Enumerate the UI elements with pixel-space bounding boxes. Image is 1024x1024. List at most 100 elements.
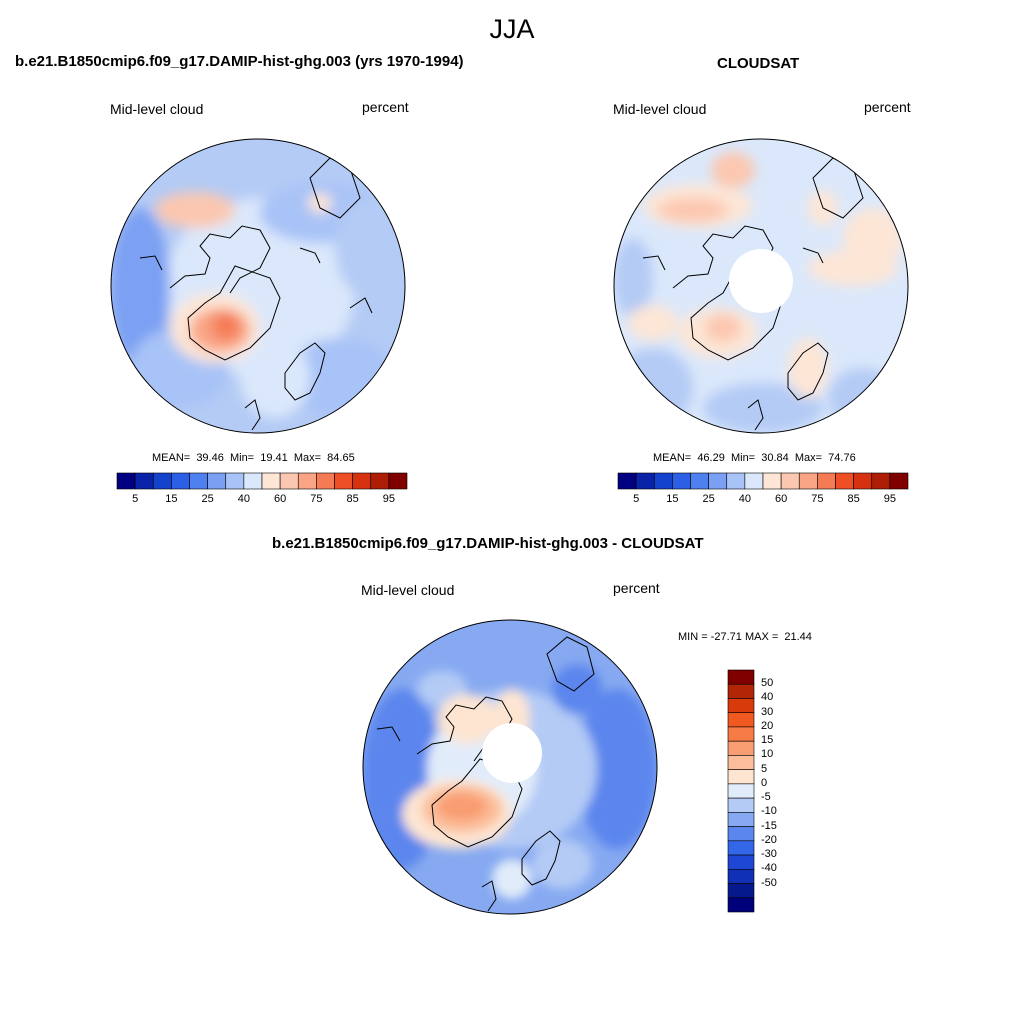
obs-pole-hole <box>729 249 793 313</box>
colorbar-swatch <box>116 472 136 490</box>
colorbar-tick-label: 60 <box>274 493 287 505</box>
colorbar-swatch <box>727 797 755 813</box>
colorbar-tick-label: 40 <box>761 691 774 704</box>
colorbar-tick-label: 25 <box>201 493 214 505</box>
model-stats: MEAN= 39.46 Min= 19.41 Max= 84.65 <box>152 452 355 464</box>
obs-colorbar-labels: 5 15 25 40 60 75 85 95 <box>618 493 908 507</box>
colorbar-swatch <box>727 897 755 913</box>
colorbar-tick-label: -50 <box>761 876 777 889</box>
colorbar-swatch <box>727 669 755 685</box>
colorbar-swatch <box>727 854 755 870</box>
model-polar-map <box>110 138 406 434</box>
diff-panel-title: b.e21.B1850cmip6.f09_g17.DAMIP-hist-ghg.… <box>272 535 704 552</box>
colorbar-tick-label: 50 <box>761 677 774 690</box>
diff-colorbar <box>727 669 755 913</box>
colorbar-swatch <box>727 683 755 699</box>
colorbar-swatch <box>171 472 190 490</box>
colorbar-swatch <box>316 472 335 490</box>
colorbar-swatch <box>672 472 691 490</box>
colorbar-tick-label: 40 <box>237 493 250 505</box>
colorbar-swatch <box>207 472 227 490</box>
model-panel-title: b.e21.B1850cmip6.f09_g17.DAMIP-hist-ghg.… <box>15 53 464 70</box>
diff-polar-map <box>362 619 658 915</box>
colorbar-swatch <box>279 472 299 490</box>
colorbar-swatch <box>152 472 172 490</box>
colorbar-swatch <box>727 769 755 785</box>
colorbar-tick-label: 40 <box>738 493 751 505</box>
model-units-label: percent <box>362 99 409 115</box>
colorbar-swatch <box>297 472 317 490</box>
colorbar-swatch <box>189 472 208 490</box>
colorbar-tick-label: 30 <box>761 705 774 718</box>
colorbar-swatch <box>727 740 755 756</box>
diff-units-label: percent <box>613 580 660 596</box>
colorbar-swatch <box>134 472 154 490</box>
obs-variable-label: Mid-level cloud <box>613 101 707 117</box>
colorbar-tick-label: -40 <box>761 862 777 875</box>
colorbar-swatch <box>635 472 655 490</box>
figure-title: JJA <box>489 14 535 44</box>
colorbar-swatch <box>853 472 873 490</box>
colorbar-tick-label: 5 <box>761 762 768 775</box>
colorbar-tick-label: 15 <box>761 734 774 747</box>
obs-units-label: percent <box>864 99 911 115</box>
diff-colorbar-labels: 50 40 30 20 15 10 5 0 -5 -10 -15 -20 -30 -40 -50 <box>761 670 801 912</box>
obs-polar-map <box>613 138 909 434</box>
colorbar-swatch <box>817 472 836 490</box>
colorbar-tick-label: 75 <box>310 493 323 505</box>
colorbar-swatch <box>388 472 408 490</box>
colorbar-tick-label: 5 <box>633 493 640 505</box>
colorbar-swatch <box>653 472 673 490</box>
colorbar-tick-label: -30 <box>761 848 777 861</box>
colorbar-tick-label: 75 <box>811 493 824 505</box>
colorbar-swatch <box>370 472 390 490</box>
colorbar-swatch <box>617 472 637 490</box>
colorbar-swatch <box>889 472 909 490</box>
colorbar-swatch <box>708 472 728 490</box>
obs-panel-title: CLOUDSAT <box>717 55 800 72</box>
colorbar-tick-label: -10 <box>761 805 777 818</box>
colorbar-tick-label: -15 <box>761 819 777 832</box>
colorbar-swatch <box>334 472 353 490</box>
colorbar-tick-label: 85 <box>847 493 860 505</box>
colorbar-tick-label: 10 <box>761 748 774 761</box>
diff-variable-label: Mid-level cloud <box>361 582 455 598</box>
colorbar-swatch <box>835 472 854 490</box>
colorbar-swatch <box>727 698 755 714</box>
colorbar-tick-label: -5 <box>761 791 771 804</box>
colorbar-swatch <box>727 868 755 884</box>
colorbar-tick-label: 15 <box>165 493 178 505</box>
colorbar-swatch <box>798 472 818 490</box>
colorbar-tick-label: 20 <box>761 719 774 732</box>
colorbar-swatch <box>726 472 746 490</box>
colorbar-swatch <box>225 472 245 490</box>
diff-stats: MIN = -27.71 MAX = 21.44 <box>678 631 812 643</box>
model-colorbar <box>116 472 408 490</box>
model-colorbar-labels: 5 15 25 40 60 75 85 95 <box>117 493 407 507</box>
colorbar-swatch <box>727 712 755 728</box>
colorbar-swatch <box>727 812 755 827</box>
colorbar-tick-label: 85 <box>346 493 359 505</box>
colorbar-swatch <box>243 472 263 490</box>
colorbar-swatch <box>727 783 755 799</box>
colorbar-tick-label: 95 <box>883 493 896 505</box>
obs-stats: MEAN= 46.29 Min= 30.84 Max= 74.76 <box>653 452 856 464</box>
colorbar-swatch <box>261 472 281 490</box>
colorbar-swatch <box>727 883 755 899</box>
colorbar-swatch <box>871 472 891 490</box>
colorbar-swatch <box>727 840 755 856</box>
diff-pole-hole <box>482 723 542 783</box>
colorbar-swatch <box>780 472 800 490</box>
colorbar-swatch <box>352 472 372 490</box>
colorbar-tick-label: 0 <box>761 776 768 789</box>
colorbar-swatch <box>690 472 709 490</box>
colorbar-tick-label: 15 <box>666 493 679 505</box>
colorbar-tick-label: 95 <box>382 493 395 505</box>
colorbar-swatch <box>744 472 764 490</box>
obs-colorbar <box>617 472 909 490</box>
colorbar-tick-label: -20 <box>761 833 777 846</box>
colorbar-tick-label: 25 <box>702 493 715 505</box>
colorbar-swatch <box>762 472 782 490</box>
model-variable-label: Mid-level cloud <box>110 101 204 117</box>
colorbar-swatch <box>727 755 755 770</box>
